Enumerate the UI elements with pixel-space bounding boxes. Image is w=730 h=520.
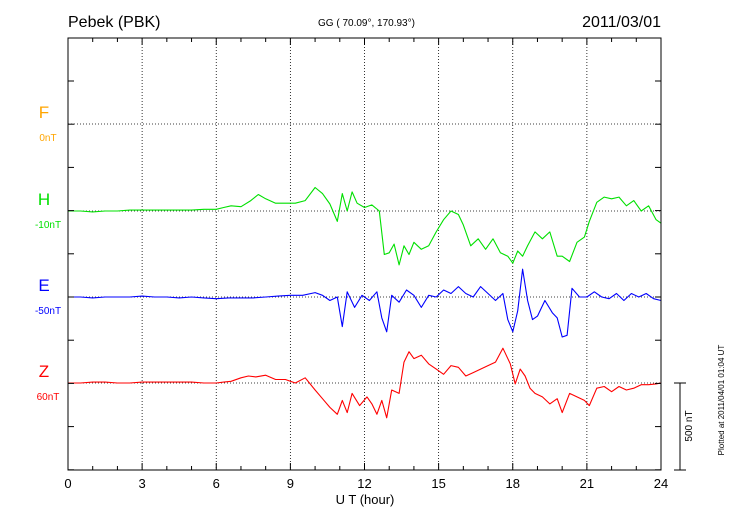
x-tick-label: 18 [506, 476, 520, 491]
component-baseline-h: -10nT [35, 220, 61, 231]
x-axis: 0 3 6 9 12 15 18 21 24 [64, 476, 668, 491]
component-labels: F 0nT H -10nT E -50nT Z 60nT [35, 103, 61, 403]
component-baseline-f: 0nT [39, 133, 56, 144]
scale-label: 500 nT [684, 410, 695, 441]
x-axis-title: U T (hour) [336, 492, 395, 507]
date-label: 2011/03/01 [582, 14, 661, 31]
x-tick-label: 9 [287, 476, 294, 491]
station-coords: GG ( 70.09°, 170.93°) [318, 18, 415, 29]
series-line-h [68, 186, 662, 266]
component-baseline-z: 60nT [37, 392, 60, 403]
x-tick-label: 24 [654, 476, 668, 491]
component-letter-z: Z [39, 362, 49, 381]
grid [68, 38, 661, 470]
x-tick-label: 0 [64, 476, 71, 491]
component-letter-h: H [38, 190, 50, 209]
series-layer [68, 186, 662, 419]
plot-frame [67, 37, 662, 471]
x-tick-label: 15 [431, 476, 445, 491]
component-letter-e: E [38, 276, 49, 295]
scale-bar: 500 nT [674, 382, 695, 471]
component-baseline-e: -50nT [35, 306, 61, 317]
component-letter-f: F [39, 103, 49, 122]
x-tick-label: 12 [357, 476, 371, 491]
series-line-e [68, 268, 662, 338]
series-line-z [68, 347, 662, 419]
x-tick-label: 6 [213, 476, 220, 491]
station-title: Pebek (PBK) [68, 14, 160, 31]
plotted-timestamp: Plotted at 2011/04/01 01:04 UT [717, 345, 726, 456]
x-tick-label: 21 [580, 476, 594, 491]
x-tick-label: 3 [139, 476, 146, 491]
